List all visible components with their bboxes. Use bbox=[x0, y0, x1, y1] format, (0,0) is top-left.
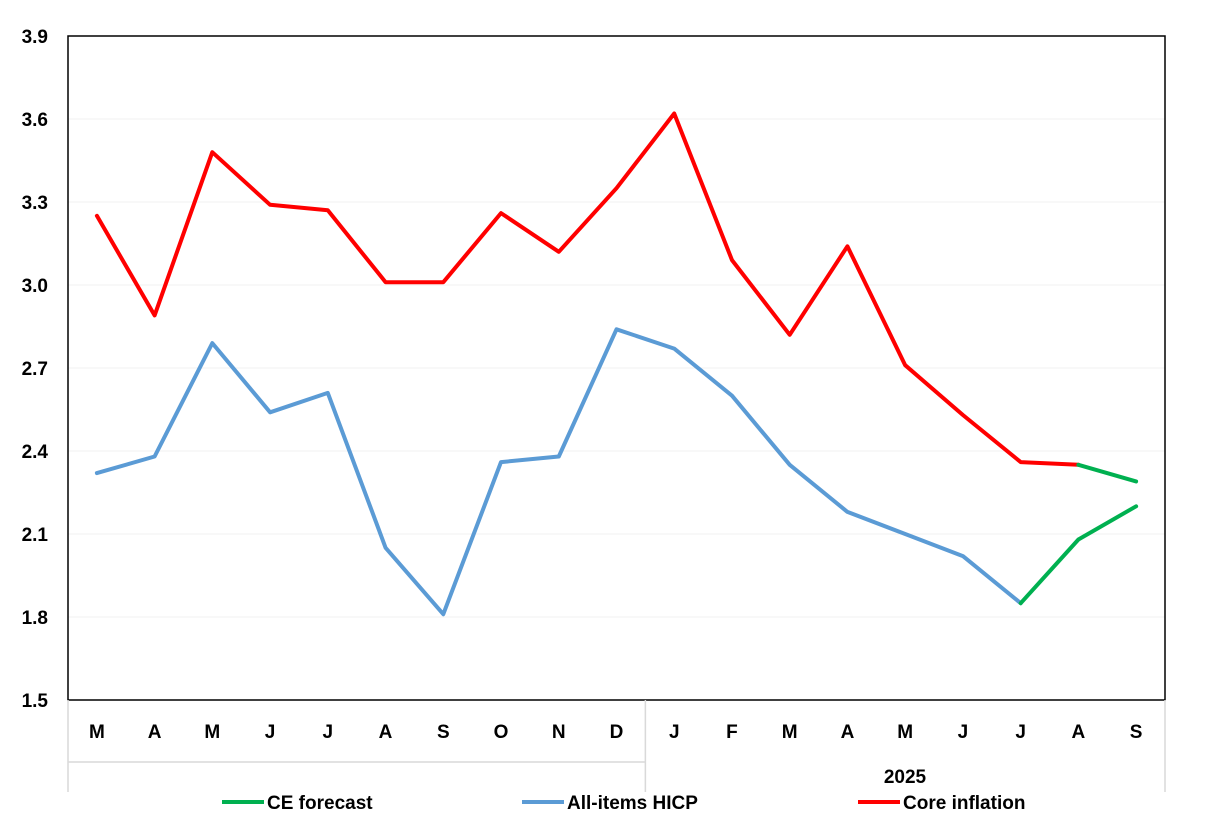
y-tick-label: 1.8 bbox=[22, 608, 48, 629]
x-tick-label: M bbox=[897, 722, 913, 743]
x-tick-label: A bbox=[379, 722, 393, 743]
ce-forecast-line bbox=[1018, 504, 1139, 606]
y-tick-label: 3.9 bbox=[22, 27, 48, 48]
x-group-label: 2025 bbox=[884, 767, 927, 788]
series-lines bbox=[94, 111, 1139, 617]
gridlines bbox=[68, 35, 1165, 618]
y-tick-label: 2.4 bbox=[22, 442, 49, 463]
x-tick-label: J bbox=[669, 722, 680, 743]
legend-label: All-items HICP bbox=[567, 793, 698, 814]
x-tick-label: J bbox=[1015, 722, 1026, 743]
all-items-hicp-line bbox=[94, 327, 1023, 617]
x-tick-label: A bbox=[1072, 722, 1086, 743]
ce-forecast-line bbox=[1076, 462, 1139, 484]
x-tick-label: A bbox=[148, 722, 162, 743]
legend-label: CE forecast bbox=[267, 793, 373, 814]
y-tick-label: 2.1 bbox=[22, 525, 49, 546]
x-tick-label: M bbox=[89, 722, 105, 743]
y-tick-label: 1.5 bbox=[22, 691, 49, 712]
y-axis-ticks: 1.5 1.8 2.1 2.4 2.7 3.0 3.3 3.6 3.9 bbox=[22, 27, 49, 712]
x-tick-label: J bbox=[323, 722, 334, 743]
x-tick-label: N bbox=[552, 722, 566, 743]
x-tick-label: M bbox=[204, 722, 220, 743]
x-tick-label: J bbox=[265, 722, 276, 743]
y-tick-label: 3.6 bbox=[22, 110, 48, 131]
y-tick-label: 3.0 bbox=[22, 276, 48, 297]
legend-label: Core inflation bbox=[903, 793, 1025, 814]
plot-area-border bbox=[67, 35, 1166, 701]
legend: CE forecast All-items HICP Core inflation bbox=[222, 793, 1025, 814]
x-tick-label: O bbox=[494, 722, 509, 743]
x-tick-label: J bbox=[958, 722, 969, 743]
x-axis bbox=[67, 700, 1166, 792]
x-tick-label: S bbox=[437, 722, 450, 743]
y-tick-label: 3.3 bbox=[22, 193, 48, 214]
core-inflation-line bbox=[94, 111, 1081, 467]
x-tick-label: M bbox=[782, 722, 798, 743]
x-tick-label: F bbox=[726, 722, 738, 743]
y-tick-label: 2.7 bbox=[22, 359, 48, 380]
x-tick-label: S bbox=[1130, 722, 1143, 743]
x-tick-label: A bbox=[841, 722, 855, 743]
x-tick-label: D bbox=[610, 722, 624, 743]
